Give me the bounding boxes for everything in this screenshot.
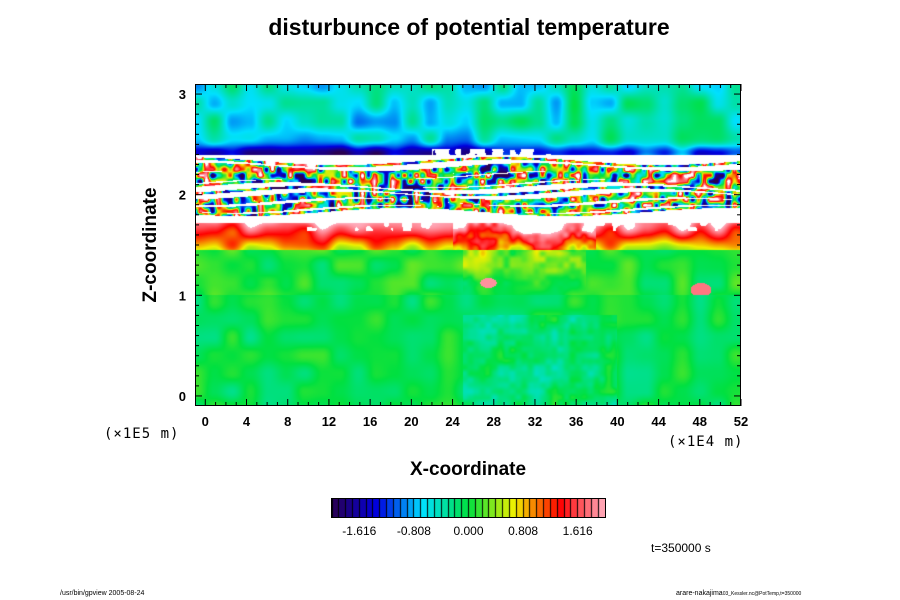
colorbar-tick-label: 1.616 bbox=[562, 524, 593, 538]
x-tick-label: 16 bbox=[363, 414, 377, 429]
colorbar-gradient bbox=[332, 499, 605, 517]
colorbar bbox=[331, 498, 606, 518]
heatmap-field bbox=[196, 85, 740, 405]
x-tick-label: 36 bbox=[569, 414, 583, 429]
y-axis-label: Z-coordinate bbox=[140, 187, 161, 303]
x-tick-label: 20 bbox=[404, 414, 418, 429]
x-tick-label: 44 bbox=[651, 414, 666, 429]
plot-area bbox=[195, 84, 741, 406]
x-tick-label: 32 bbox=[528, 414, 542, 429]
x-tick-label: 8 bbox=[284, 414, 291, 429]
x-axis-label: X-coordinate bbox=[409, 459, 527, 480]
x-unit-label: (×1E4 m) bbox=[668, 434, 744, 450]
footer-command: /usr/bin/gpview 2005-08-24 bbox=[60, 590, 145, 597]
y-tick-label: 0 bbox=[179, 389, 186, 404]
x-tick-label: 48 bbox=[693, 414, 707, 429]
x-tick-label: 0 bbox=[202, 414, 209, 429]
x-tick-label: 52 bbox=[734, 414, 748, 429]
footer-source: arare-nakajima03_Kessler.nc@PotTemp,t=35… bbox=[676, 590, 801, 597]
y-tick-label: 3 bbox=[179, 87, 186, 102]
colorbar-tick-label: -1.616 bbox=[342, 524, 377, 538]
x-tick-label: 4 bbox=[243, 414, 251, 429]
chart-title: disturbunce of potential temperature bbox=[268, 14, 670, 40]
x-tick-label: 28 bbox=[487, 414, 501, 429]
y-tick-label: 1 bbox=[179, 288, 186, 303]
x-tick-label: 24 bbox=[445, 414, 460, 429]
colorbar-tick-label: -0.808 bbox=[396, 524, 431, 538]
x-tick-label: 40 bbox=[610, 414, 624, 429]
x-tick-label: 12 bbox=[322, 414, 336, 429]
y-unit-label: (×1E5 m) bbox=[104, 426, 180, 442]
time-label: t=350000 s bbox=[651, 541, 711, 555]
y-tick-label: 2 bbox=[179, 188, 186, 203]
colorbar-tick-label: 0.000 bbox=[453, 524, 484, 538]
colorbar-tick-label: 0.808 bbox=[508, 524, 539, 538]
footer-file: 03_Kessler.nc@PotTemp,t=350000 bbox=[722, 591, 802, 597]
footer-author: arare-nakajima bbox=[676, 590, 723, 597]
